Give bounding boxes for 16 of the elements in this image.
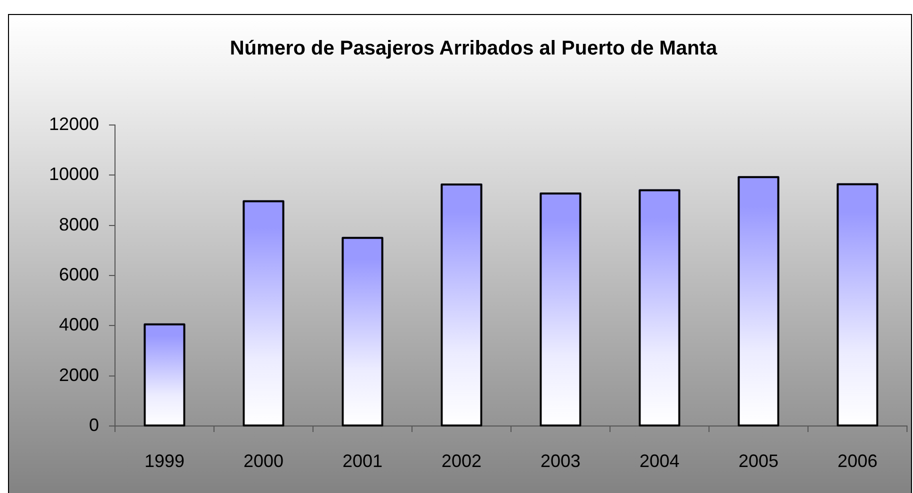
x-tick-label: 1999 [144, 450, 185, 471]
y-tick-label: 10000 [48, 164, 99, 184]
chart-title: Número de Pasajeros Arribados al Puerto de Manta [230, 38, 718, 60]
y-tick-label: 8000 [58, 214, 99, 234]
x-tick-label: 2006 [837, 450, 878, 471]
x-tick-label: 2005 [738, 450, 779, 471]
x-tick-label: 2000 [243, 450, 284, 471]
y-tick-label: 6000 [58, 264, 99, 284]
y-tick-label: 4000 [58, 314, 99, 335]
x-tick-label: 2001 [342, 450, 383, 471]
x-tick-label: 2004 [639, 450, 680, 471]
x-tick-label: 2003 [540, 450, 581, 471]
y-tick-label: 2000 [58, 364, 99, 385]
x-tick-label: 2002 [441, 450, 482, 471]
y-tick-label: 0 [88, 414, 99, 435]
y-tick-label: 12000 [48, 114, 99, 134]
